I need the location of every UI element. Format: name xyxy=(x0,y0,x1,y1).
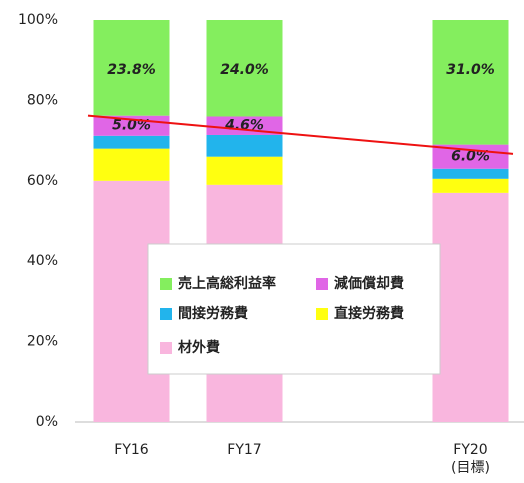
y-tick-label: 0% xyxy=(36,414,58,430)
y-tick-label: 20% xyxy=(27,334,58,350)
bar-segment xyxy=(206,116,283,135)
legend-label: 材外費 xyxy=(178,339,220,356)
x-tick-label: FY20 xyxy=(453,442,487,458)
bar-segment xyxy=(432,168,509,179)
category-note: (目標) xyxy=(451,460,490,476)
legend-swatch xyxy=(160,308,172,320)
bar-segment xyxy=(432,20,509,145)
legend-swatch xyxy=(316,278,328,290)
x-tick-label: FY17 xyxy=(227,442,261,458)
trend-line xyxy=(87,114,514,155)
y-tick-label: 100% xyxy=(18,12,58,28)
legend-label: 直接労務費 xyxy=(334,305,404,322)
legend-box xyxy=(147,243,441,375)
bar-segment xyxy=(206,156,283,185)
data-label: 24.0% xyxy=(220,62,269,78)
data-label: 23.8% xyxy=(107,62,156,78)
bar-segment xyxy=(206,20,283,117)
data-label: 6.0% xyxy=(451,149,490,165)
legend-swatch xyxy=(160,342,172,354)
bar-segment xyxy=(432,178,509,193)
bar-segment xyxy=(432,192,509,422)
legend-label: 売上高総利益率 xyxy=(178,275,276,292)
bar-segment xyxy=(206,134,283,157)
legend-swatch xyxy=(316,308,328,320)
data-label: 5.0% xyxy=(112,118,151,134)
bar-segment xyxy=(93,148,170,181)
y-tick-label: 40% xyxy=(27,253,58,269)
x-tick-label: FY16 xyxy=(114,442,149,458)
legend-swatch xyxy=(160,278,172,290)
data-label: 31.0% xyxy=(446,62,495,78)
legend-label: 減価償却費 xyxy=(334,275,404,292)
legend-label: 間接労務費 xyxy=(178,305,248,322)
bar-segment xyxy=(93,20,170,116)
bar-segment xyxy=(93,135,170,149)
y-tick-label: 80% xyxy=(27,92,58,108)
y-tick-label: 60% xyxy=(27,173,58,189)
